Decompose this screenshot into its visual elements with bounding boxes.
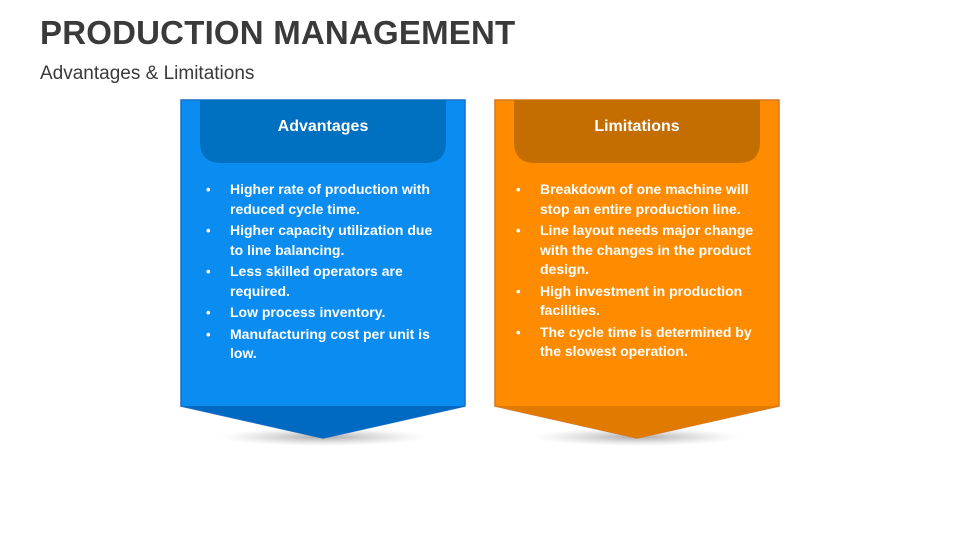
list-item: Higher capacity utilization due to line … (202, 221, 442, 260)
slide-subtitle: Advantages & Limitations (40, 63, 255, 84)
list-item: Low process inventory. (202, 303, 442, 323)
list-item: Manufacturing cost per unit is low. (202, 325, 442, 364)
list-item: Higher rate of production with reduced c… (202, 180, 442, 219)
list-item: High investment in production facilities… (512, 282, 760, 321)
advantages-heading: Advantages (277, 118, 369, 135)
list-item: The cycle time is determined by the slow… (512, 323, 760, 362)
list-item: Line layout needs major change with the … (512, 221, 760, 280)
limitations-heading: Limitations (594, 118, 680, 135)
limitations-card: Limitations Breakdown of one machine wil… (494, 99, 780, 448)
list-item: Less skilled operators are required. (202, 262, 442, 301)
advantages-card: Advantages Higher rate of production wit… (180, 99, 466, 448)
limitations-list: Breakdown of one machine will stop an en… (512, 180, 760, 364)
list-item: Breakdown of one machine will stop an en… (512, 180, 760, 219)
slide-title: PRODUCTION MANAGEMENT (40, 14, 516, 51)
advantages-list: Higher rate of production with reduced c… (202, 180, 442, 366)
